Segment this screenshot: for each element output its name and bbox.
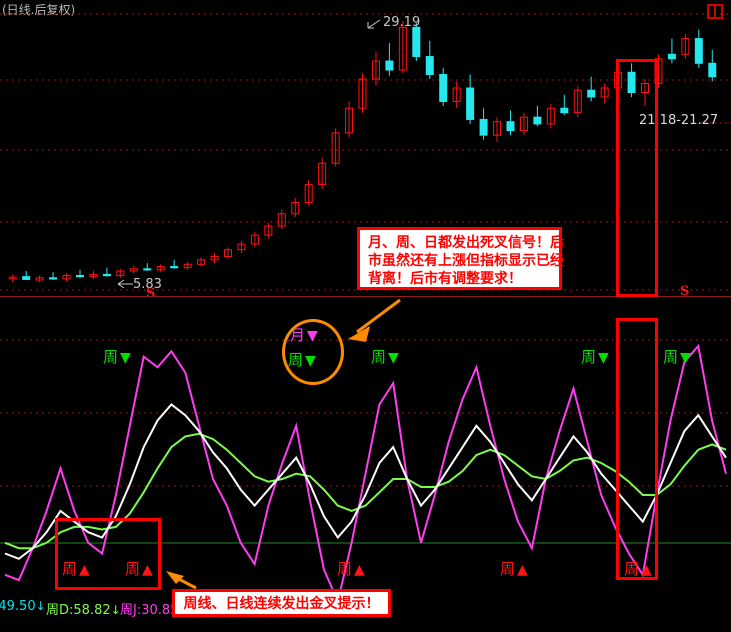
bottom-callout-line-1: 周线、日线连续发出金叉提示！ xyxy=(183,596,380,612)
high-price-arrow xyxy=(367,19,381,29)
highlight-rect-golden-cross xyxy=(55,518,161,590)
kdj-d-value: 周D:58.82↓ xyxy=(46,599,121,618)
kdj-k-arrow-icon: ↓ xyxy=(35,599,46,613)
highlight-rect-indicator-right xyxy=(616,318,658,580)
restore-window-icon[interactable] xyxy=(707,4,723,19)
top-callout-line-2: 市虽然还有上漲但指标显示已经 xyxy=(368,253,564,269)
kdj-d-arrow-icon: ↓ xyxy=(110,603,121,617)
bottom-annotation-callout: 周线、日线连续发出金叉提示！ xyxy=(172,589,391,617)
kdj-k-value: :49.50↓ xyxy=(0,599,46,614)
low-price-label: 5.83 xyxy=(133,277,162,292)
indicator-value-bar: :49.50↓ 周D:58.82↓ 周J:30.85↓ :20.00 xyxy=(0,298,731,618)
top-annotation-callout: 月、周、日都发出死叉信号！后 市虽然还有上漲但指标显示已经 背离！后市有调整要求… xyxy=(357,227,564,290)
kdj-j-line xyxy=(4,343,727,605)
panel-divider xyxy=(0,296,731,297)
kdj-j-text: 周J:30.85 xyxy=(120,603,179,618)
price-chart-svg xyxy=(0,13,731,291)
sell-marker-right: S xyxy=(680,284,690,299)
high-price-label: 29.19 xyxy=(383,15,421,30)
top-callout-line-3: 背离！后市有调整要求！ xyxy=(368,271,522,287)
highlight-rect-price-right xyxy=(616,59,658,297)
kdj-gridlines xyxy=(0,339,731,487)
price-range-label: 21.18-21.27 xyxy=(639,113,719,128)
price-gridlines xyxy=(0,13,731,291)
kdj-k-line xyxy=(4,403,727,560)
highlight-ellipse-crossover xyxy=(282,319,344,385)
page-title: (日线.后复权) xyxy=(2,3,76,17)
candlestick-series xyxy=(8,20,717,283)
kdj-d-text: 周D:58.82 xyxy=(46,603,111,618)
kdj-k-text: :49.50 xyxy=(0,599,36,614)
top-callout-line-1: 月、周、日都发出死叉信号！后 xyxy=(368,235,564,251)
sell-marker-left: S xyxy=(146,286,156,301)
low-price-arrow xyxy=(117,279,133,289)
price-candlestick-panel[interactable] xyxy=(0,0,731,297)
